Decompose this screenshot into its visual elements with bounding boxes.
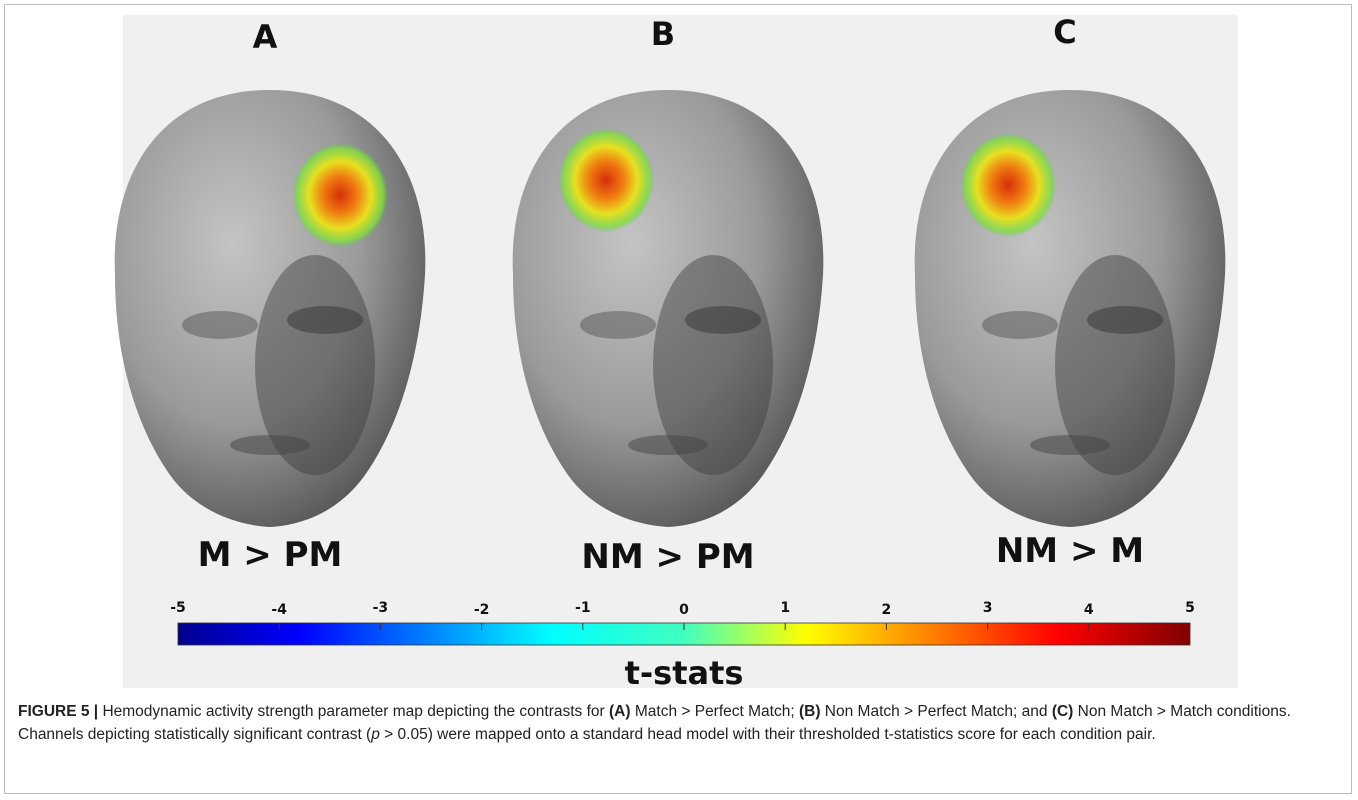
mouth-shadow: [628, 435, 708, 455]
caption-run: Match > Perfect Match;: [631, 703, 799, 720]
caption-run: (B): [799, 703, 821, 720]
activation-blob: [558, 128, 654, 232]
colorbar-tick-label: -5: [170, 600, 186, 616]
colorbar-tick-label: 5: [1185, 600, 1195, 616]
panel-label: C: [1053, 13, 1076, 51]
eye-shadow: [1087, 306, 1163, 334]
colorbar-tick-label: -1: [575, 600, 591, 616]
colorbar-tick-label: -2: [474, 602, 490, 618]
panel-label: A: [253, 18, 278, 56]
caption-run: > 0.05) were mapped onto a standard head…: [380, 726, 1156, 743]
figure: t-stats A M > PM B NM > PM C NM > M -5 -4 -3 -2 -1…: [0, 0, 1358, 700]
page: t-stats A M > PM B NM > PM C NM > M -5 -4 -3 -2 -1…: [0, 0, 1358, 800]
mouth-shadow: [230, 435, 310, 455]
caption-run: (A): [609, 703, 631, 720]
caption-run: p: [371, 726, 380, 743]
eye-shadow: [685, 306, 761, 334]
condition-label: NM > PM: [581, 537, 754, 577]
colorbar-tick-label: -4: [271, 602, 287, 618]
eye-shadow: [580, 311, 656, 339]
mouth-shadow: [1030, 435, 1110, 455]
eye-shadow: [982, 311, 1058, 339]
heads: [115, 90, 1226, 527]
colorbar-tick-label: 4: [1084, 602, 1094, 618]
condition-label: NM > M: [996, 531, 1144, 571]
caption-run: FIGURE 5 |: [18, 703, 98, 720]
eye-shadow: [287, 306, 363, 334]
colorbar-tick-label: 2: [882, 602, 892, 618]
condition-label: M > PM: [198, 535, 343, 575]
colorbar-tick-label: -3: [373, 600, 389, 616]
activation-blob: [292, 143, 388, 247]
panel-label: B: [651, 15, 675, 53]
caption: FIGURE 5 | Hemodynamic activity strength…: [18, 700, 1338, 746]
caption-run: (C): [1052, 703, 1074, 720]
colorbar-label: t-stats: [625, 654, 744, 692]
eye-shadow: [182, 311, 258, 339]
colorbar-tick-label: 0: [679, 602, 689, 618]
colorbar-tick-label: 1: [780, 600, 790, 616]
caption-run: Hemodynamic activity strength parameter …: [98, 703, 609, 720]
caption-run: Non Match > Perfect Match; and: [821, 703, 1052, 720]
activation-blob: [960, 133, 1056, 237]
colorbar-tick-label: 3: [983, 600, 993, 616]
